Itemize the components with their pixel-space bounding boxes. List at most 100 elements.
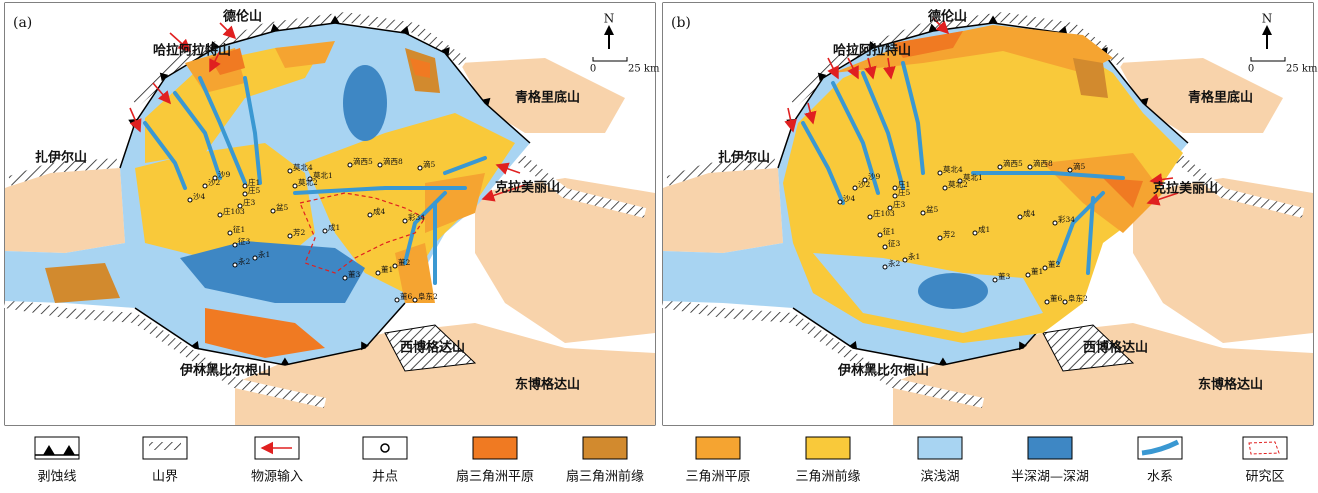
well-point xyxy=(367,212,373,218)
source-arrow xyxy=(827,57,839,80)
legend-label: 半深湖—深湖 xyxy=(1011,470,1089,485)
mountain-label: 东博格达山 xyxy=(1198,377,1263,393)
well-point xyxy=(227,230,233,236)
well-label: 滴西5 xyxy=(1003,158,1023,168)
well-label: 滴西5 xyxy=(353,156,373,166)
well-point xyxy=(252,255,258,261)
scale-label: 0 xyxy=(1248,64,1254,75)
well-label: 沙9 xyxy=(218,170,230,179)
legend-label: 研究区 xyxy=(1245,470,1284,485)
source-arrow xyxy=(495,162,521,175)
source-arrow xyxy=(804,102,817,125)
legend-swatch xyxy=(805,436,851,460)
legend-icon xyxy=(1141,439,1180,456)
mountain-label: 克拉美丽山 xyxy=(495,180,560,196)
well-point xyxy=(992,277,998,283)
source-arrow xyxy=(209,50,221,73)
well-label: 庄5 xyxy=(898,187,910,197)
legend-label: 物源输入 xyxy=(251,469,303,485)
north-label: N xyxy=(604,12,615,26)
well-label: 盆5 xyxy=(926,204,938,214)
well-point xyxy=(892,193,898,199)
mountain-label: 伊林黑比尔根山 xyxy=(179,363,271,379)
well-label: 莫北4 xyxy=(293,162,313,172)
mountain-label: 西博格达山 xyxy=(400,340,465,356)
well-point xyxy=(187,197,193,203)
legend-icon xyxy=(380,443,390,453)
scale-bar xyxy=(592,57,628,62)
well-label: 滴西8 xyxy=(1033,158,1053,168)
well-label: 阜东2 xyxy=(1068,293,1088,303)
study-area xyxy=(299,192,426,274)
well-label: 征1 xyxy=(883,226,895,236)
well-label: 董6 xyxy=(400,291,412,301)
well-point xyxy=(1017,214,1023,220)
well-point xyxy=(375,270,381,276)
well-label: 沙2 xyxy=(208,178,220,187)
mountain-label: 哈拉阿拉特山 xyxy=(153,43,231,59)
well-label: 庄3 xyxy=(243,197,255,207)
mountain-label: 克拉美丽山 xyxy=(1153,181,1218,197)
north-label: N xyxy=(1262,12,1273,26)
well-point xyxy=(867,214,873,220)
legend-label: 水系 xyxy=(1147,470,1173,485)
well-point xyxy=(287,233,293,239)
mountain-label: 青格里底山 xyxy=(515,90,580,106)
well-point xyxy=(392,263,398,269)
well-point xyxy=(892,185,898,191)
well-point xyxy=(1044,299,1050,305)
well-point xyxy=(997,164,1003,170)
legend-swatch xyxy=(917,436,963,460)
well-point xyxy=(837,199,843,205)
well-point xyxy=(412,297,418,303)
mountain-label: 哈拉阿拉特山 xyxy=(833,43,911,59)
legend-label: 滨浅湖 xyxy=(920,469,959,485)
well-point xyxy=(237,203,243,209)
well-label: 莫北4 xyxy=(943,164,963,174)
well-label: 阜东2 xyxy=(418,291,438,301)
legend: 剥蚀线 山界 物源输入 井点 扇三角洲平原 扇三角洲前缘 三角洲平原 三角洲前缘 滨浅湖 半深湖—… xyxy=(34,436,1288,485)
source-arrow xyxy=(481,184,526,202)
legend-label: 剥蚀线 xyxy=(37,470,76,485)
mountain-label: 青格里底山 xyxy=(1188,90,1253,106)
well-label: 董6 xyxy=(1050,293,1063,303)
well-point xyxy=(322,228,328,234)
well-point xyxy=(902,257,908,263)
well-point xyxy=(377,162,383,168)
well-point xyxy=(862,177,868,183)
well-point xyxy=(270,208,276,214)
well-label: 庄103 xyxy=(873,208,895,218)
mountain-label: 西博格达山 xyxy=(1083,340,1148,356)
source-arrow xyxy=(169,32,192,53)
well-point xyxy=(292,183,298,189)
well-label: 董1 xyxy=(1031,266,1043,276)
well-label: 滴5 xyxy=(423,159,435,169)
well-point xyxy=(1042,265,1048,271)
well-point xyxy=(242,183,248,189)
well-point xyxy=(877,232,883,238)
panel-label: (a) xyxy=(13,15,32,31)
well-label: 彩34 xyxy=(408,212,425,222)
well-point xyxy=(417,165,423,171)
source-arrow xyxy=(129,107,142,133)
mountain-label: 东博格达山 xyxy=(515,377,580,393)
legend-label: 井点 xyxy=(372,470,398,485)
well-point xyxy=(1027,164,1033,170)
legend-swatch xyxy=(582,436,628,460)
legend-swatch xyxy=(1027,436,1073,460)
well-point xyxy=(402,218,408,224)
mountain-label: 扎伊尔山 xyxy=(35,150,87,166)
well-point xyxy=(1062,299,1068,305)
well-label: 沙2 xyxy=(858,180,870,189)
well-label: 董3 xyxy=(998,271,1010,281)
source-arrow xyxy=(847,57,859,80)
well-label: 永1 xyxy=(908,251,920,261)
source-arrow xyxy=(1149,173,1174,186)
well-point xyxy=(242,191,248,197)
legend-label: 扇三角洲平原 xyxy=(456,469,534,485)
well-label: 莫北2 xyxy=(948,179,968,189)
legend-label: 山界 xyxy=(152,470,178,485)
well-point xyxy=(882,244,888,250)
scale-label: 25 km xyxy=(628,64,660,75)
